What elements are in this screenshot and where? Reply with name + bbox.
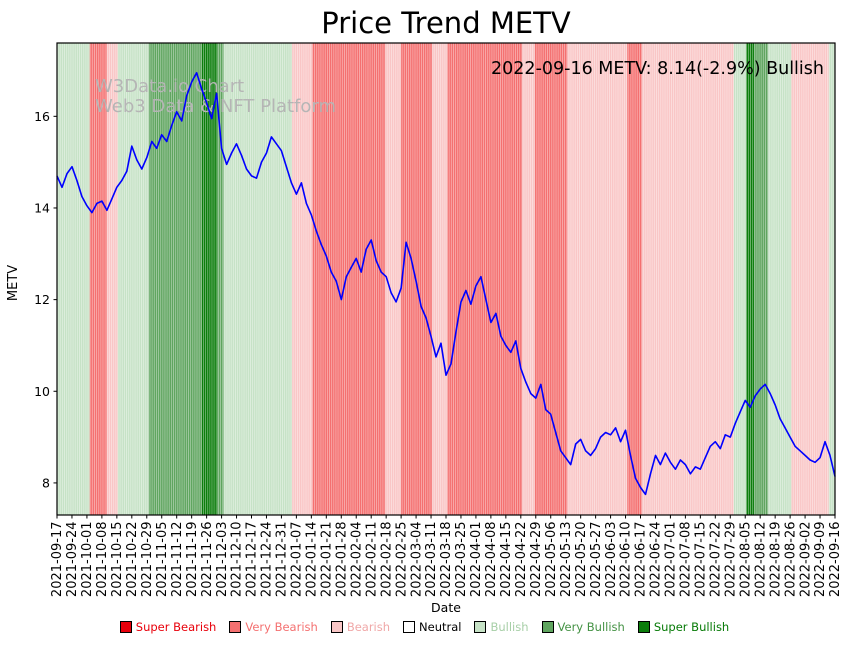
legend-item: Bearish (330, 620, 391, 634)
x-tick-label: 2022-01-14 (305, 522, 320, 598)
day-stripes-overlay (57, 43, 835, 515)
legend-item: Super Bullish (637, 620, 730, 634)
x-tick-label: 2022-09-02 (798, 522, 813, 598)
x-tick-label: 2022-04-08 (484, 522, 499, 598)
legend-swatch (541, 621, 554, 633)
x-tick-label: 2022-07-29 (724, 522, 739, 598)
chart-title: Price Trend METV (321, 6, 571, 40)
x-tick-label: 2021-12-31 (275, 522, 290, 598)
x-tick-label: 2021-12-10 (230, 522, 245, 598)
x-tick-label: 2022-07-22 (709, 522, 724, 598)
x-tick-label: 2021-10-29 (140, 522, 155, 598)
legend-label: Super Bearish (135, 620, 217, 634)
legend-swatch (637, 621, 650, 633)
legend-item: Very Bearish (229, 620, 318, 634)
x-tick-label: 2022-08-19 (768, 522, 783, 598)
x-tick-label: 2022-06-24 (649, 522, 664, 598)
x-tick-label: 2021-10-22 (125, 522, 140, 598)
x-tick-label: 2022-07-01 (664, 522, 679, 598)
x-tick-label: 2021-11-12 (170, 522, 185, 598)
x-tick-label: 2022-06-17 (634, 522, 649, 598)
legend-item: Very Bullish (541, 620, 625, 634)
x-tick-label: 2021-11-05 (155, 522, 170, 598)
y-tick-label: 10 (34, 384, 50, 399)
x-axis-label: Date (431, 600, 461, 615)
x-axis-ticks: 2021-09-17 2021-09-24 2021-10-01 2021-10-08… (50, 515, 843, 597)
x-tick-label: 2022-06-10 (619, 522, 634, 598)
legend-swatch (403, 621, 416, 633)
legend-swatch (330, 621, 343, 633)
legend-label: Super Bullish (653, 620, 730, 634)
x-tick-label: 2022-09-16 (828, 522, 843, 598)
y-tick-label: 12 (34, 292, 50, 307)
x-tick-label: 2022-04-29 (529, 522, 544, 598)
x-tick-label: 2022-03-25 (454, 522, 469, 598)
sentiment-band-layer (57, 43, 835, 515)
x-tick-label: 2022-05-13 (559, 522, 574, 598)
x-tick-label: 2022-05-27 (589, 522, 604, 598)
x-tick-label: 2022-03-11 (424, 522, 439, 598)
x-tick-label: 2022-08-05 (738, 522, 753, 598)
x-tick-label: 2022-02-04 (349, 522, 364, 598)
legend-swatch (119, 621, 132, 633)
y-tick-label: 14 (34, 200, 50, 215)
x-tick-label: 2022-03-04 (409, 522, 424, 598)
legend-label: Bearish (346, 620, 391, 634)
y-tick-label: 16 (34, 109, 50, 124)
legend-label: Neutral (419, 620, 462, 634)
y-axis-label: METV (6, 265, 21, 301)
x-tick-label: 2022-04-15 (499, 522, 514, 598)
legend-label: Very Bearish (245, 620, 318, 634)
legend-swatch (474, 621, 487, 633)
chart-annotation: 2022-09-16 METV: 8.14(-2.9%) Bullish (491, 59, 824, 79)
x-tick-label: 2022-07-15 (694, 522, 709, 598)
legend-item: Super Bearish (119, 620, 217, 634)
x-tick-label: 2021-12-17 (245, 522, 260, 598)
price-line (56, 72, 836, 496)
x-tick-label: 2022-03-18 (439, 522, 454, 598)
x-tick-label: 2021-11-19 (185, 522, 200, 598)
x-tick-label: 2022-02-25 (394, 522, 409, 598)
x-tick-label: 2022-06-03 (604, 522, 619, 598)
x-tick-label: 2022-08-12 (753, 522, 768, 598)
y-axis-ticks: 8 10 12 14 16 (34, 109, 57, 490)
legend-item: Neutral (403, 620, 461, 634)
sentiment-legend: Super Bearish Very Bearish Bearish Neutral B… (0, 620, 849, 634)
x-tick-label: 2021-10-15 (110, 522, 125, 598)
x-tick-label: 2022-05-20 (574, 522, 589, 598)
x-tick-label: 2022-02-11 (364, 522, 379, 598)
x-tick-label: 2021-11-26 (200, 522, 215, 598)
x-tick-label: 2022-04-22 (514, 522, 529, 598)
x-tick-label: 2021-10-08 (95, 522, 110, 598)
x-tick-label: 2021-09-24 (65, 522, 80, 598)
x-tick-label: 2022-01-28 (335, 522, 350, 598)
x-tick-label: 2022-07-08 (679, 522, 694, 598)
x-tick-label: 2021-12-03 (215, 522, 230, 598)
x-tick-label: 2022-09-09 (813, 522, 828, 598)
x-tick-label: 2022-02-18 (379, 522, 394, 598)
legend-label: Very Bullish (557, 620, 625, 634)
x-tick-label: 2022-01-21 (320, 522, 335, 598)
x-tick-label: 2022-01-07 (290, 522, 305, 598)
x-tick-label: 2022-04-01 (469, 522, 484, 598)
watermark-line1: W3Data.io Chart (95, 76, 244, 97)
legend-label: Bullish (490, 620, 529, 634)
x-tick-label: 2022-05-06 (544, 522, 559, 598)
y-tick-label: 8 (42, 475, 50, 490)
x-tick-label: 2021-12-24 (260, 522, 275, 598)
x-tick-label: 2022-08-26 (783, 522, 798, 598)
x-tick-label: 2021-09-17 (50, 522, 65, 598)
price-line-layer (56, 72, 836, 496)
legend-swatch (229, 621, 242, 633)
x-tick-label: 2021-10-01 (80, 522, 95, 598)
legend-item: Bullish (474, 620, 529, 634)
watermark-line2: Web3 Data & NFT Platform (95, 96, 336, 117)
